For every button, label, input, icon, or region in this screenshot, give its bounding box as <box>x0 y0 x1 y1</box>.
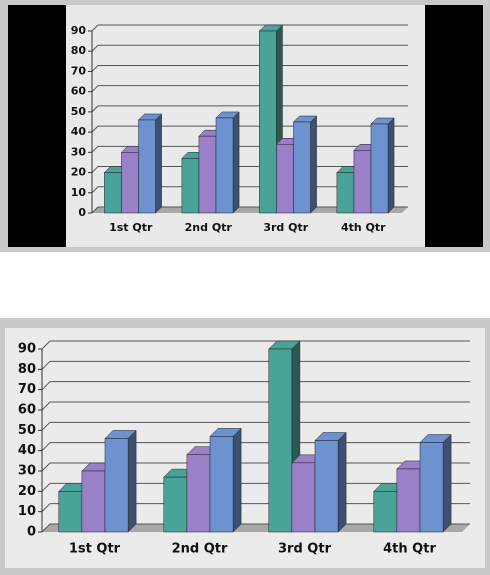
x-tick-label: 3rd Qtr <box>278 542 332 557</box>
bar <box>291 462 316 533</box>
bar <box>259 30 277 214</box>
grid-line-side <box>91 85 99 93</box>
y-tick-label: 40 <box>18 443 36 458</box>
y-tick-label: 70 <box>71 64 87 77</box>
y-tick-label: 40 <box>71 125 87 138</box>
grid-line-side <box>91 166 99 173</box>
y-tick-label: 30 <box>71 145 87 158</box>
bar <box>209 436 234 533</box>
bar <box>104 438 129 533</box>
y-tick-label: 30 <box>18 464 36 479</box>
grid-line-side <box>41 482 51 492</box>
bar <box>81 470 106 533</box>
bar <box>121 152 139 214</box>
grid-line-side <box>41 360 51 370</box>
x-tick-label: 4th Qtr <box>341 221 386 234</box>
grid-line-side <box>91 105 99 113</box>
y-tick-label: 10 <box>18 504 36 519</box>
y-tick-label: 0 <box>78 206 86 219</box>
grid-line-side <box>91 206 99 214</box>
bar-side <box>155 113 162 214</box>
black-panel-right <box>425 5 483 247</box>
bar <box>215 117 234 214</box>
y-tick-label: 10 <box>71 186 87 199</box>
y-tick-label: 20 <box>71 166 87 179</box>
y-tick-label: 0 <box>27 525 36 540</box>
grid-line-side <box>91 44 99 52</box>
bar <box>314 440 339 533</box>
grid-line-side <box>41 340 51 350</box>
bar <box>396 468 421 533</box>
grid-line-side <box>91 125 99 133</box>
y-tick-label: 50 <box>18 423 36 438</box>
grid-line-side <box>41 503 51 513</box>
bar <box>336 172 355 214</box>
bar <box>186 454 211 533</box>
floor <box>92 207 408 213</box>
bar-side <box>387 117 395 214</box>
x-tick-label: 2nd Qtr <box>185 221 233 234</box>
grid-line-side <box>41 401 51 411</box>
bar-side <box>337 431 347 533</box>
bar <box>353 150 372 214</box>
y-tick-label: 60 <box>71 85 87 98</box>
bar-side <box>232 111 240 214</box>
y-tick-label: 70 <box>18 382 36 397</box>
black-panel-left <box>8 5 66 247</box>
bar <box>138 119 156 214</box>
bar-side <box>127 429 137 533</box>
bar-side <box>310 115 317 214</box>
grid-line-side <box>41 442 51 452</box>
grid-line-side <box>41 462 51 472</box>
bar-side <box>442 433 452 533</box>
x-tick-label: 1st Qtr <box>69 542 121 557</box>
bar <box>419 442 444 533</box>
y-tick-label: 90 <box>18 342 36 357</box>
y-tick-label: 80 <box>71 44 87 57</box>
x-tick-label: 2nd Qtr <box>172 542 228 557</box>
bar <box>181 158 200 214</box>
bar <box>373 491 398 533</box>
bar-side <box>232 427 242 533</box>
x-tick-label: 1st Qtr <box>109 221 153 234</box>
grid-line-side <box>41 381 51 391</box>
bar <box>370 123 389 214</box>
floor <box>42 524 470 532</box>
y-tick-label: 80 <box>18 362 36 377</box>
bar <box>198 135 217 214</box>
x-tick-label: 4th Qtr <box>383 542 436 557</box>
bar <box>104 172 122 214</box>
grid-line-side <box>91 65 99 72</box>
bar <box>276 143 294 214</box>
charts: 0 10 20 30 40 50 60 70 80 90 1st Qtr 2nd Qtr 3rd Qtr… <box>18 24 470 557</box>
y-tick-label: 50 <box>71 105 87 118</box>
bar <box>58 491 83 533</box>
x-tick-label: 3rd Qtr <box>263 221 308 234</box>
grid-line-side <box>91 24 99 32</box>
y-tick-label: 20 <box>18 484 36 499</box>
bar <box>268 348 293 533</box>
grid-line-side <box>91 186 99 194</box>
y-tick-label: 90 <box>71 24 87 37</box>
y-tick-label: 60 <box>18 403 36 418</box>
bar <box>293 121 311 214</box>
grid-line-side <box>41 421 51 431</box>
grid-line-side <box>41 523 51 533</box>
grid-line-side <box>91 145 99 153</box>
bar <box>163 476 188 533</box>
